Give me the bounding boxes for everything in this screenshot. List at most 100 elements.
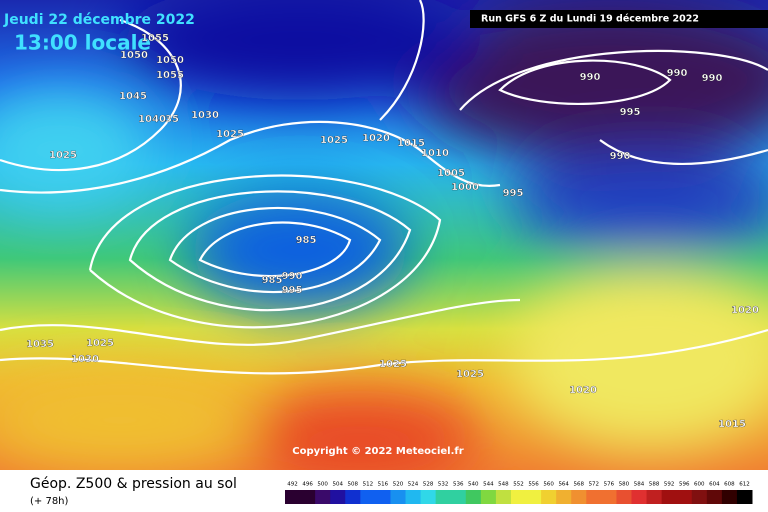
- colorbar-swatch: [300, 490, 316, 504]
- isobar-label: 1025: [320, 135, 348, 146]
- colorbar-label: 496: [302, 482, 313, 488]
- colorbar-label: 492: [287, 482, 298, 488]
- isobar-label: 1050: [120, 50, 148, 61]
- isobar-label: 1055: [156, 70, 184, 81]
- colorbar-label: 516: [378, 482, 389, 488]
- isobar-label: 1040: [138, 114, 166, 125]
- isobar-label: 1020: [362, 133, 390, 144]
- colorbar-swatch: [510, 490, 527, 504]
- colorbar-swatch: [405, 490, 422, 504]
- colorbar-label: 572: [589, 482, 600, 488]
- colorbar-label: 528: [423, 482, 434, 488]
- isobar-label: 1030: [71, 354, 99, 365]
- footer-lead: (+ 78h): [30, 496, 69, 507]
- colorbar-label: 568: [574, 482, 585, 488]
- isobar-label: 1050: [156, 55, 184, 66]
- colorbar-label: 504: [332, 482, 343, 488]
- colorbar-swatch: [420, 490, 437, 504]
- colorbar-swatch: [706, 490, 723, 504]
- colorbar-label: 596: [679, 482, 690, 488]
- colorbar-swatch: [360, 490, 376, 504]
- isobar-label: 1020: [569, 385, 597, 396]
- isobar-label: 1000: [451, 182, 479, 193]
- colorbar-swatch: [676, 490, 693, 504]
- colorbar-label: 560: [543, 482, 554, 488]
- colorbar-swatch: [541, 490, 557, 504]
- colorbar-swatch: [571, 490, 587, 504]
- isobar-label: 990: [580, 72, 601, 83]
- colorbar-swatch: [526, 490, 542, 504]
- colorbar-label: 608: [724, 482, 735, 488]
- colorbar-swatch: [601, 490, 617, 504]
- colorbar-label: 520: [393, 482, 404, 488]
- copyright: Copyright © 2022 Meteociel.fr: [292, 446, 463, 457]
- isobar-label: 985: [296, 235, 317, 246]
- isobars: [0, 0, 768, 373]
- colorbar-swatch: [736, 490, 753, 504]
- field-blobs: [0, 0, 768, 490]
- isobar-label: 1015: [718, 419, 746, 430]
- isobar-label: 1015: [397, 138, 425, 149]
- run-info: Run GFS 6 Z du Lundi 19 décembre 2022: [481, 14, 699, 25]
- colorbar-label: 580: [619, 482, 630, 488]
- isobar-label: 1025: [216, 129, 244, 140]
- colorbar-label: 584: [634, 482, 645, 488]
- colorbar-label: 524: [408, 482, 419, 488]
- colorbar-swatch: [390, 490, 407, 504]
- isobar-label: 1010: [421, 148, 449, 159]
- colorbar-swatch: [330, 490, 346, 504]
- colorbar-swatch: [495, 490, 512, 504]
- isobar-label: 1025: [379, 359, 407, 370]
- colorbar-swatch: [631, 490, 648, 504]
- colorbar-label: 500: [317, 482, 328, 488]
- colorbar-label: 604: [709, 482, 720, 488]
- isobar-label: 1030: [191, 110, 219, 121]
- colorbar-label: 592: [664, 482, 675, 488]
- isobar-label: 995: [620, 107, 641, 118]
- colorbar-label: 612: [739, 482, 750, 488]
- colorbar-swatch: [721, 490, 738, 504]
- colorbar-label: 508: [348, 482, 359, 488]
- colorbar-swatch: [661, 490, 678, 504]
- colorbar-label: 512: [363, 482, 374, 488]
- colorbar-label: 544: [483, 482, 494, 488]
- colorbar-label: 556: [528, 482, 539, 488]
- run-box: [470, 10, 768, 28]
- isobar-label: 35: [165, 114, 179, 125]
- colorbar-swatch: [315, 490, 331, 504]
- colorbar-label: 536: [453, 482, 464, 488]
- colorbar-swatch: [646, 490, 663, 504]
- isobar-label: 1025: [49, 150, 77, 161]
- isobar-label: 995: [503, 188, 524, 199]
- isobar-label: 1055: [141, 33, 169, 44]
- isobar-label: 990: [667, 68, 688, 79]
- colorbar-swatch: [285, 490, 301, 504]
- time: 13:00 locale: [14, 31, 151, 55]
- colorbar-label: 540: [468, 482, 479, 488]
- isobar-label: 1020: [731, 305, 759, 316]
- colorbar-label: 552: [513, 482, 524, 488]
- colorbar-label: 532: [438, 482, 449, 488]
- isobar-label: 990: [610, 151, 631, 162]
- isobar-label: 990: [702, 73, 723, 84]
- colorbar-swatch: [345, 490, 361, 504]
- colorbar-swatch: [435, 490, 452, 504]
- colorbar-swatch: [480, 490, 497, 504]
- isobar-label: 995: [282, 285, 303, 296]
- colorbar-label: 548: [498, 482, 509, 488]
- colorbar-swatch: [556, 490, 572, 504]
- isobar-label: 1005: [437, 168, 465, 179]
- colorbar-swatch: [465, 490, 482, 504]
- colorbar-swatch: [450, 490, 467, 504]
- colorbar-label: 564: [558, 482, 569, 488]
- date: Jeudi 22 décembre 2022: [3, 12, 195, 28]
- isobar-label: 1045: [119, 91, 147, 102]
- isobar-label: 985: [262, 275, 283, 286]
- colorbar-label: 588: [649, 482, 660, 488]
- colorbar-swatch: [691, 490, 708, 504]
- colorbar-label: 600: [694, 482, 705, 488]
- isobar-label: 990: [282, 271, 303, 282]
- footer-title: Géop. Z500 & pression au sol: [30, 476, 237, 492]
